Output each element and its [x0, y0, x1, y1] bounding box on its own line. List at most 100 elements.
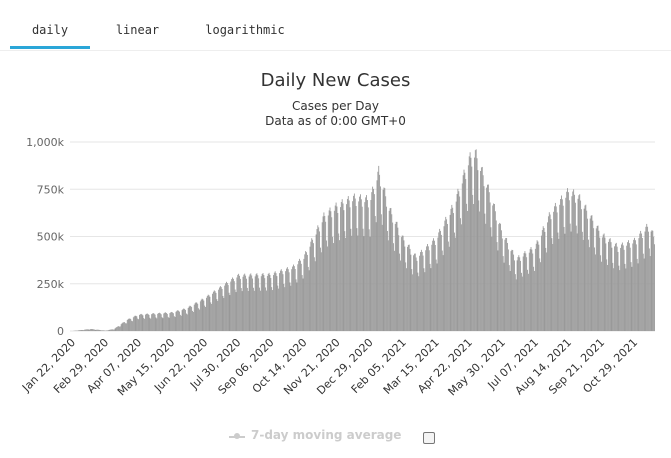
daily-bar[interactable]	[640, 230, 642, 331]
daily-bar[interactable]	[188, 306, 190, 331]
daily-bar[interactable]	[305, 251, 307, 331]
daily-bar[interactable]	[355, 205, 357, 331]
daily-bar[interactable]	[101, 330, 103, 331]
daily-bar[interactable]	[573, 189, 575, 331]
daily-bar[interactable]	[455, 201, 457, 331]
daily-bar[interactable]	[260, 276, 262, 331]
daily-bar[interactable]	[265, 287, 267, 331]
daily-bar[interactable]	[233, 281, 235, 331]
daily-bar[interactable]	[291, 269, 293, 331]
daily-bar[interactable]	[301, 275, 303, 331]
daily-bar[interactable]	[439, 228, 441, 331]
daily-bar[interactable]	[494, 211, 496, 331]
daily-bar[interactable]	[514, 260, 515, 331]
daily-bar[interactable]	[505, 237, 507, 331]
daily-bar[interactable]	[423, 268, 425, 331]
daily-bar[interactable]	[345, 237, 347, 331]
daily-bar[interactable]	[357, 235, 359, 331]
daily-bar[interactable]	[139, 314, 140, 331]
daily-bar[interactable]	[526, 257, 528, 331]
daily-bar[interactable]	[194, 303, 196, 331]
daily-bar[interactable]	[597, 225, 599, 331]
daily-bar[interactable]	[572, 191, 574, 331]
daily-bar[interactable]	[118, 326, 120, 331]
daily-bar[interactable]	[405, 262, 407, 331]
daily-bar[interactable]	[170, 312, 172, 331]
daily-bar[interactable]	[594, 254, 596, 331]
daily-bar[interactable]	[561, 199, 563, 331]
daily-bar[interactable]	[210, 302, 212, 331]
daily-bar[interactable]	[373, 194, 375, 331]
daily-bar[interactable]	[647, 226, 649, 331]
daily-bar[interactable]	[514, 274, 516, 331]
daily-bar[interactable]	[642, 253, 644, 331]
daily-bar[interactable]	[438, 232, 440, 331]
daily-bar[interactable]	[377, 171, 379, 331]
daily-bar[interactable]	[484, 213, 486, 331]
daily-bar[interactable]	[286, 267, 288, 331]
daily-bar[interactable]	[316, 229, 318, 331]
daily-bar[interactable]	[259, 287, 260, 331]
daily-bar[interactable]	[626, 245, 628, 331]
daily-bar[interactable]	[109, 329, 111, 331]
daily-bar[interactable]	[169, 313, 171, 331]
daily-bar[interactable]	[548, 212, 550, 331]
daily-bar[interactable]	[387, 240, 389, 331]
daily-bar[interactable]	[524, 251, 526, 331]
daily-bar[interactable]	[162, 318, 164, 331]
daily-bar[interactable]	[164, 312, 166, 331]
daily-bar[interactable]	[401, 235, 403, 331]
daily-bar[interactable]	[103, 330, 105, 331]
daily-bar[interactable]	[587, 239, 589, 331]
daily-bar[interactable]	[149, 317, 151, 331]
daily-bar[interactable]	[244, 273, 246, 331]
daily-bar[interactable]	[225, 283, 227, 331]
daily-bar[interactable]	[254, 276, 256, 331]
daily-bar[interactable]	[326, 240, 327, 331]
daily-bar[interactable]	[500, 230, 502, 331]
daily-bar[interactable]	[576, 233, 578, 331]
daily-bar[interactable]	[130, 318, 132, 331]
daily-bar[interactable]	[132, 317, 134, 331]
daily-bar[interactable]	[562, 205, 564, 331]
daily-bar[interactable]	[507, 242, 508, 331]
daily-bar[interactable]	[317, 225, 319, 331]
daily-bar[interactable]	[360, 194, 361, 331]
daily-bar[interactable]	[232, 278, 234, 331]
daily-bar[interactable]	[600, 255, 602, 331]
daily-bar[interactable]	[446, 219, 448, 331]
daily-bar[interactable]	[186, 314, 188, 331]
daily-bar[interactable]	[92, 329, 93, 331]
daily-bar[interactable]	[517, 257, 519, 331]
daily-bar[interactable]	[445, 216, 447, 331]
daily-bar[interactable]	[306, 254, 308, 331]
daily-bar[interactable]	[288, 272, 290, 331]
daily-bar[interactable]	[634, 237, 635, 331]
daily-bar[interactable]	[628, 240, 629, 331]
daily-bar[interactable]	[382, 189, 384, 331]
daily-bar[interactable]	[543, 228, 545, 331]
daily-bar[interactable]	[471, 166, 473, 331]
daily-bar[interactable]	[390, 207, 392, 331]
daily-bar[interactable]	[92, 329, 94, 331]
daily-bar[interactable]	[476, 158, 478, 331]
daily-bar[interactable]	[152, 313, 154, 331]
daily-bar[interactable]	[427, 244, 428, 331]
daily-bar[interactable]	[549, 214, 551, 331]
daily-bar[interactable]	[112, 329, 114, 331]
daily-bar[interactable]	[581, 209, 582, 331]
daily-bar[interactable]	[258, 278, 260, 331]
daily-bar[interactable]	[431, 244, 433, 331]
daily-bar[interactable]	[289, 282, 291, 331]
daily-bar[interactable]	[408, 244, 410, 331]
daily-bar[interactable]	[478, 200, 480, 331]
daily-bar[interactable]	[259, 290, 261, 331]
daily-bar[interactable]	[632, 243, 634, 331]
daily-bar[interactable]	[157, 313, 159, 331]
daily-bar[interactable]	[554, 206, 555, 331]
daily-bar[interactable]	[85, 329, 86, 331]
daily-bar[interactable]	[326, 246, 328, 331]
daily-bar[interactable]	[421, 251, 423, 331]
daily-bar[interactable]	[91, 329, 93, 331]
daily-bar[interactable]	[615, 242, 617, 331]
